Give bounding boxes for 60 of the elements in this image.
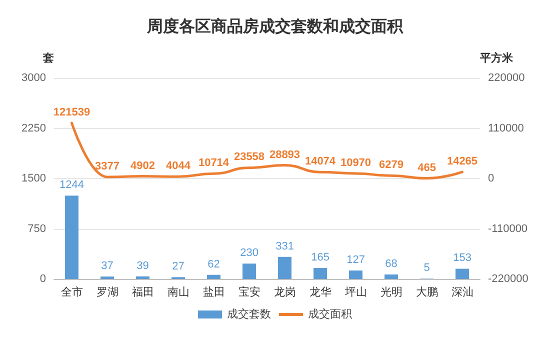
data-label: 37 [101,260,114,272]
data-label: 153 [453,252,472,264]
x-tick-label: 盐田 [202,286,225,298]
data-label: 1244 [60,179,84,192]
y2-tick-label: -110000 [488,222,528,235]
bar [136,276,150,279]
data-label: 14074 [304,156,336,168]
y-tick-label: 3000 [22,72,46,84]
y-tick-label: 1500 [22,172,46,184]
data-label: 165 [311,251,330,264]
bar [384,274,398,279]
y2-tick-label: 220000 [488,72,525,84]
x-tick-label: 大鹏 [416,286,438,298]
x-tick-label: 龙岗 [274,286,296,298]
y-axis-title: 套 [42,52,54,64]
data-label: 28893 [269,148,300,161]
data-label: 230 [240,247,258,260]
bar [207,274,220,279]
data-label: 10714 [198,157,230,170]
x-tick-label: 全市 [60,286,83,298]
data-label: 331 [276,240,294,252]
y2-tick-label: 110000 [488,122,524,134]
data-label: 62 [208,258,220,270]
data-label: 4044 [166,160,192,172]
data-label: 3377 [95,160,120,172]
bar [314,268,327,279]
y-tick-label: 2250 [22,122,46,134]
data-label: 10970 [340,156,372,169]
data-label: 4902 [130,160,155,172]
data-label: 465 [418,162,436,174]
y2-tick-label: -220000 [488,273,528,285]
x-tick-label: 罗湖 [96,286,118,298]
x-tick-label: 南山 [167,286,190,298]
x-tick-label: 宝安 [238,286,260,298]
y-tick-label: 0 [40,273,46,285]
bar [242,264,256,279]
bar [456,268,469,279]
data-label: 127 [346,254,365,266]
y2-axis-title: 平方米 [479,52,514,64]
legend-label: 成交套数 [227,308,271,320]
x-tick-label: 光明 [380,286,402,298]
y2-tick-label: 0 [488,172,494,184]
x-tick-label: 坪山 [344,286,367,298]
bar [349,270,362,279]
y-tick-label: 750 [28,222,46,235]
data-label: 27 [172,260,184,273]
x-tick-label: 福田 [132,286,154,298]
data-label: 14265 [446,155,478,168]
x-tick-label: 龙华 [309,286,332,298]
data-label: 121539 [53,106,90,118]
x-tick-label: 深汕 [451,286,474,298]
bar [278,256,292,279]
data-label: 23558 [234,151,265,164]
data-label: 39 [136,260,149,272]
legend-label: 成交面积 [308,308,352,320]
data-label: 5 [424,262,430,274]
chart-title: 周度各区商品房成交套数和成交面积 [146,16,404,36]
bar [65,196,78,279]
data-label: 6279 [379,159,404,172]
data-label: 68 [385,258,398,270]
